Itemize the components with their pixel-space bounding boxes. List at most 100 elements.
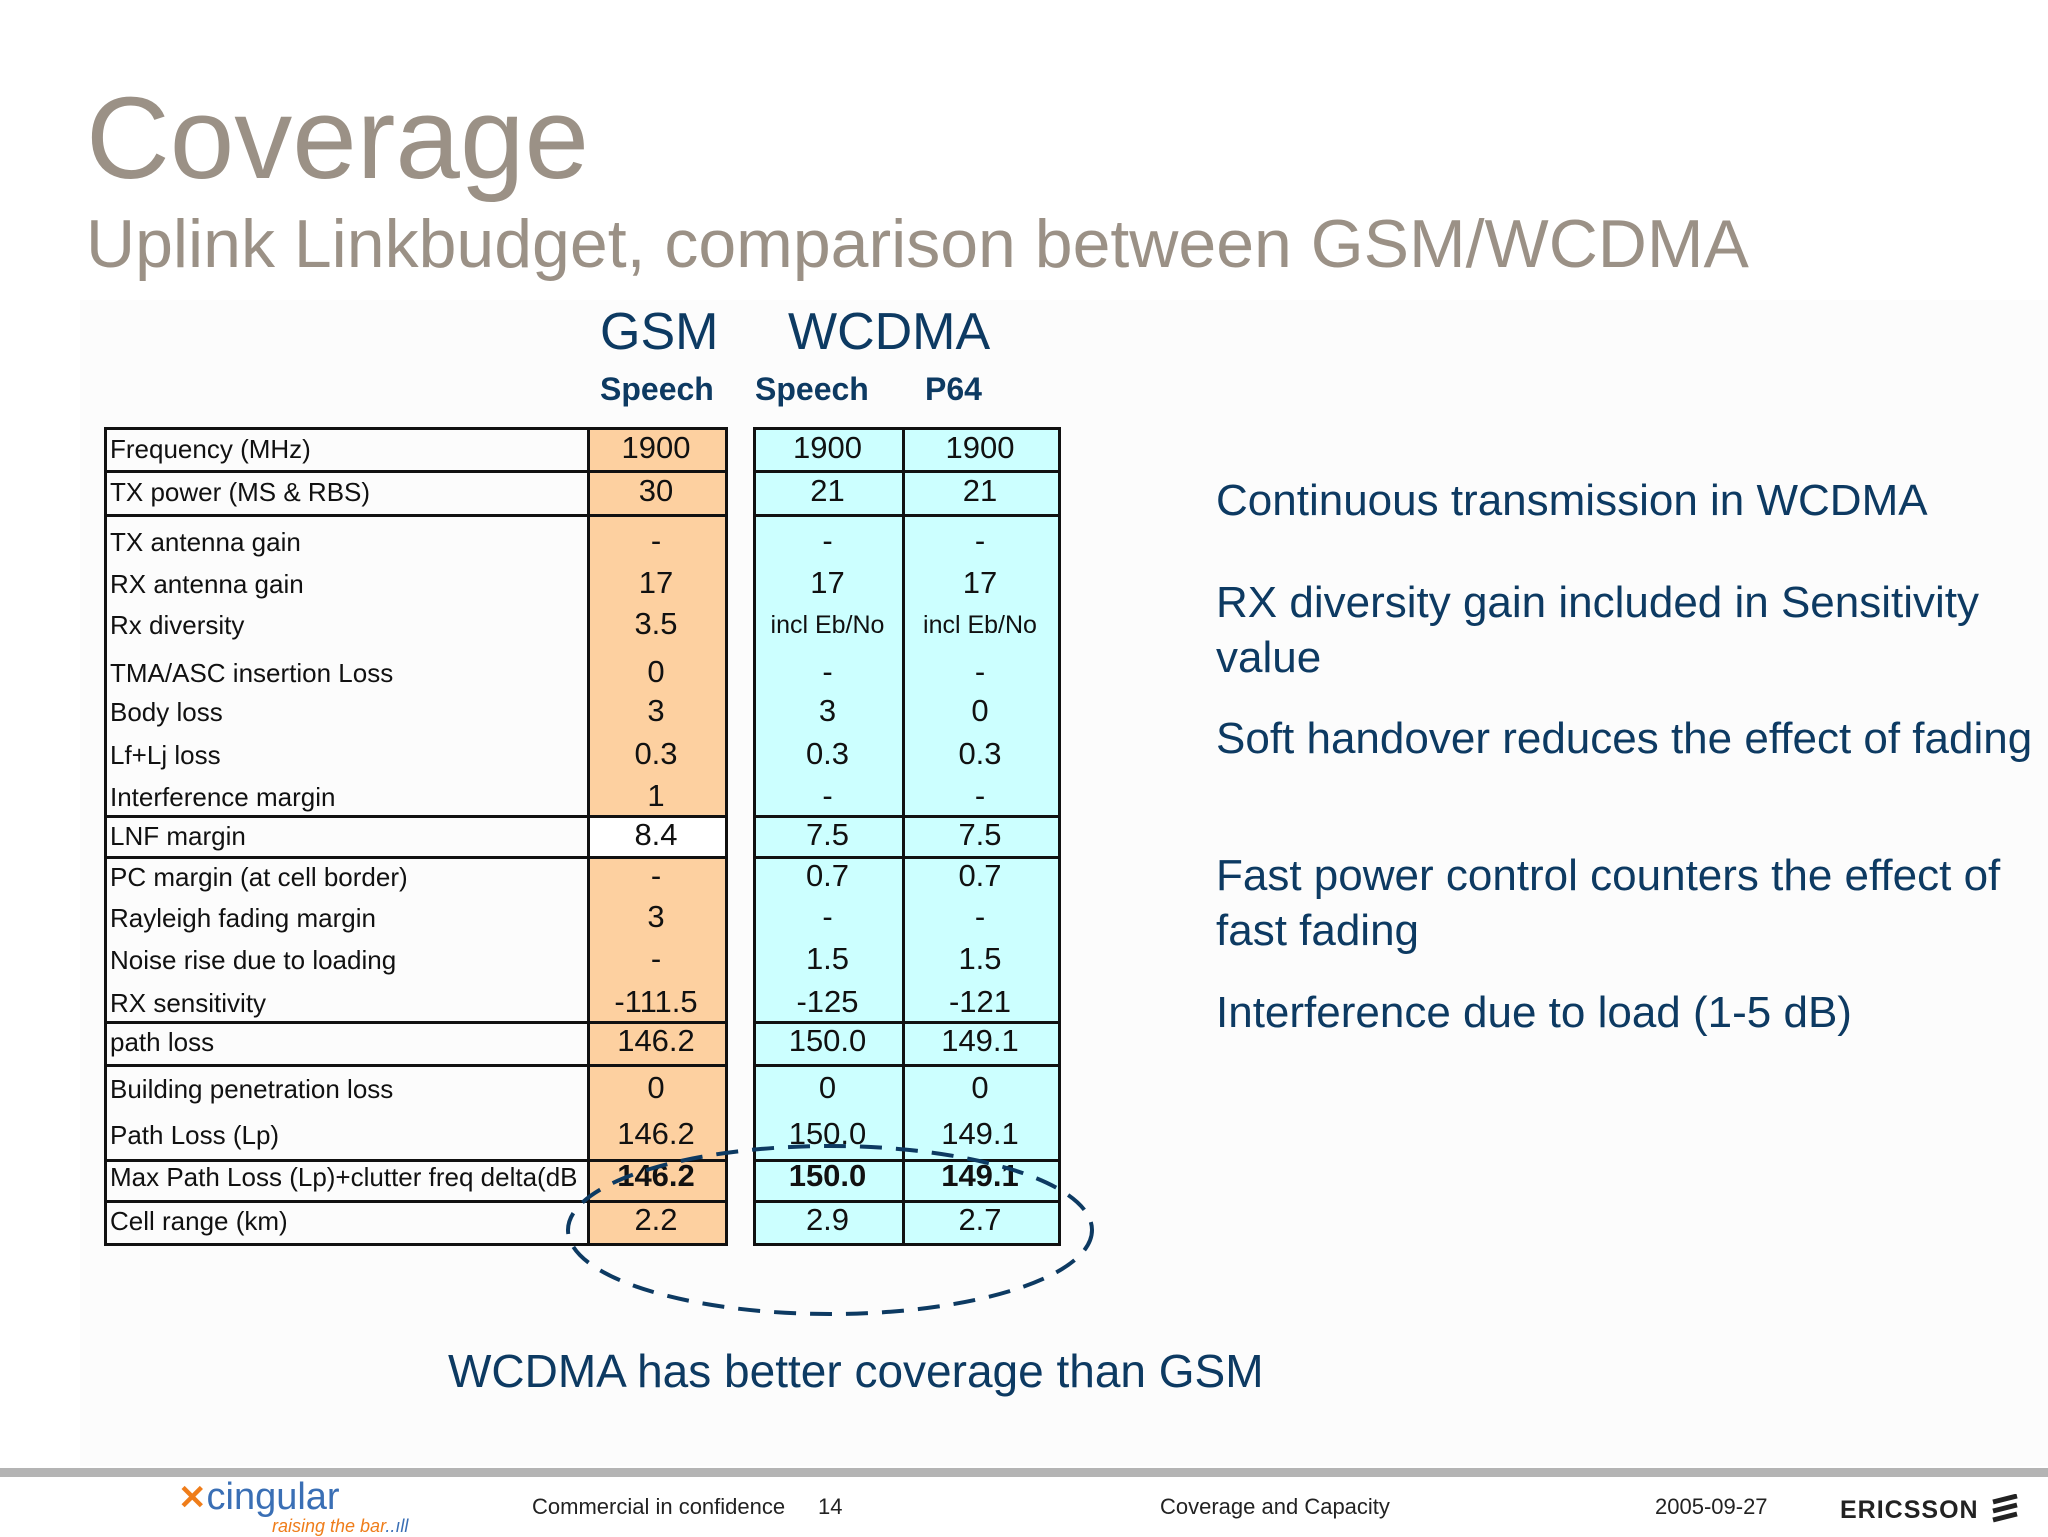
wcdma-column-header: WCDMA [788,303,991,361]
table-hline [587,815,725,818]
table-row-label: Max Path Loss (Lp)+clutter freq delta(dB [110,1162,578,1192]
table-cell-gsm: -111.5 [614,984,698,1019]
table-vline [587,427,590,1246]
table-hline [753,1200,1058,1203]
table-row-label: RX antenna gain [110,569,304,599]
table-vline [104,427,107,1246]
table-cell-wcdma-p64: - [974,654,986,689]
table-hline [104,1200,587,1203]
table-cell-wcdma-p64: - [974,899,986,934]
table-row-label: Path Loss (Lp) [110,1120,280,1150]
ericsson-logo-icon: ERICSSON [1840,1493,2019,1525]
table-cell-wcdma-speech: 150.0 [788,1023,867,1058]
table-cell-gsm: 0 [647,1070,665,1105]
table-hline [587,470,725,473]
table-cell-gsm: 2.2 [634,1202,678,1237]
wcdma-column-fill [753,427,1058,1243]
table-cell-wcdma-p64: 1.5 [958,941,1002,976]
table-hline [104,1243,587,1246]
table-cell-wcdma-speech: - [822,523,833,558]
table-hline [104,1159,587,1162]
table-cell-gsm: 1 [647,778,665,813]
table-hline [587,1243,725,1246]
table-cell-wcdma-p64: 17 [962,565,998,600]
table-hline [104,427,587,430]
table-cell-gsm: - [650,523,662,558]
table-cell-wcdma-p64: 149.1 [941,1023,1019,1058]
table-cell-wcdma-p64: 2.7 [958,1202,1002,1237]
ericsson-logo-word: ERICSSON [1840,1496,1979,1524]
table-row-label: Rx diversity [110,610,245,640]
table-cell-gsm: 1900 [621,430,691,465]
table-hline [587,856,725,859]
cingular-logo-tagline: raising the bar..ıll [272,1516,409,1536]
table-hline [104,815,587,818]
table-cell-gsm: 8.4 [634,817,678,852]
page-title: Coverage [86,73,589,203]
table-hline [104,856,587,859]
table-cell-wcdma-speech: - [822,899,833,934]
table-hline [587,514,725,517]
ericsson-mark-icon [1991,1493,2018,1523]
table-hline [753,856,1058,859]
table-hline [587,1021,725,1024]
table-row-label: Frequency (MHz) [110,434,311,464]
table-cell-wcdma-p64: 0 [971,1070,989,1105]
table-hline [753,1064,1058,1067]
table-cell-wcdma-speech: 17 [810,565,845,600]
table-row-label: TMA/ASC insertion Loss [110,658,394,688]
table-hline [753,514,1058,517]
table-cell-gsm: 3.5 [634,606,678,641]
table-cell-gsm: 146.2 [617,1023,695,1058]
table-cell-wcdma-p64: 0 [971,693,989,728]
table-row-label: Rayleigh fading margin [110,903,376,933]
bullet-rx-diversity: RX diversity gain included in Sensitivit… [1216,578,1980,682]
wcdma-p64-subheader: P64 [925,371,982,407]
table-cell-wcdma-p64: 7.5 [958,817,1002,852]
table-cell-wcdma-p64: incl Eb/No [923,611,1037,639]
table-cell-wcdma-speech: 3 [818,693,837,728]
table-hline [587,427,725,430]
table-hline [104,1021,587,1024]
table-cell-wcdma-speech: 2.9 [805,1202,850,1237]
table-cell-wcdma-p64: 1900 [945,430,1015,465]
footer-divider [0,1468,2048,1477]
cingular-logo-icon: ✕cingular raising the bar..ıll [178,1476,409,1536]
table-hline [753,470,1058,473]
table-cell-wcdma-speech: 150.0 [788,1116,867,1151]
gsm-column-header: GSM [600,303,719,361]
table-row-label: Lf+Lj loss [110,740,221,770]
table-cell-wcdma-p64: 149.1 [941,1116,1019,1151]
table-row-label: Body loss [110,697,223,727]
table-vline [1058,427,1061,1246]
wcdma-speech-subheader: Speech [755,371,869,407]
table-hline [753,1243,1058,1246]
table-vline [753,427,756,1246]
table-hline [104,470,587,473]
table-row-label: TX power (MS & RBS) [110,477,371,507]
slide-content-background [80,300,2048,1466]
table-hline [587,1064,725,1067]
table-cell-wcdma-speech: 0.7 [805,858,850,893]
table-cell-wcdma-p64: 0.7 [958,858,1002,893]
table-cell-wcdma-speech: - [822,778,833,813]
table-cell-gsm: 17 [638,565,674,600]
table-hline [753,1159,1058,1162]
table-row-label: TX antenna gain [110,527,301,557]
table-cell-gsm: 3 [647,693,665,728]
lnf-gsm-white-cell [587,815,725,856]
table-cell-gsm: 146.2 [617,1116,695,1151]
table-cell-wcdma-speech: 21 [810,473,845,508]
gsm-speech-subheader: Speech [600,371,714,407]
footer-section: Coverage and Capacity [1160,1494,1390,1519]
table-cell-wcdma-speech: incl Eb/No [770,611,885,639]
table-hline [753,427,1058,430]
table-cell-wcdma-p64: - [974,778,986,813]
table-cell-wcdma-p64: 0.3 [958,736,1002,771]
table-cell-wcdma-speech: - [822,654,833,689]
table-hline [104,514,587,517]
table-cell-gsm: - [650,941,662,976]
table-hline [104,1064,587,1067]
cingular-logo-word: cingular [206,1476,340,1518]
